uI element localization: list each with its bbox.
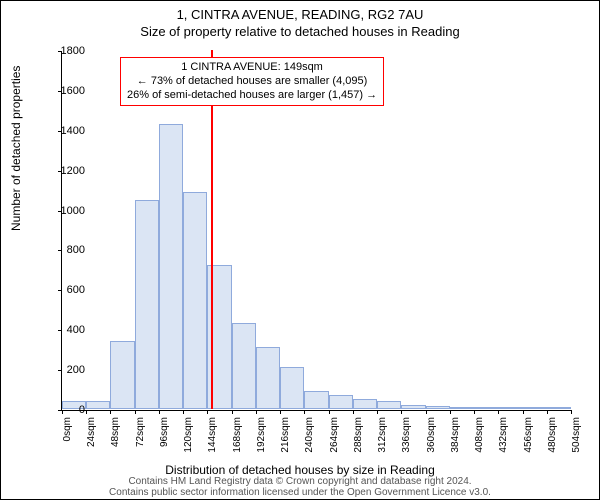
ytick-label: 400 bbox=[45, 324, 85, 336]
histogram-bar bbox=[280, 367, 304, 409]
histogram-bar bbox=[232, 323, 256, 409]
histogram-bar bbox=[450, 407, 474, 409]
xtick-mark bbox=[474, 410, 475, 414]
xtick-label: 192sqm bbox=[256, 417, 267, 453]
ytick-label: 800 bbox=[45, 244, 85, 256]
xtick-label: 336sqm bbox=[401, 417, 412, 453]
annotation-line3: 26% of semi-detached houses are larger (… bbox=[127, 89, 377, 101]
histogram-bar bbox=[426, 406, 450, 409]
xtick-mark bbox=[207, 410, 208, 414]
ytick-label: 1600 bbox=[45, 85, 85, 97]
xtick-label: 216sqm bbox=[280, 417, 291, 453]
page-title-line1: 1, CINTRA AVENUE, READING, RG2 7AU bbox=[1, 1, 599, 22]
xtick-label: 504sqm bbox=[571, 417, 582, 453]
ytick-label: 200 bbox=[45, 364, 85, 376]
xtick-mark bbox=[498, 410, 499, 414]
histogram-bar bbox=[304, 391, 328, 409]
histogram-bar bbox=[523, 407, 547, 409]
x-axis-label: Distribution of detached houses by size … bbox=[1, 463, 599, 477]
xtick-label: 24sqm bbox=[86, 417, 97, 447]
xtick-mark bbox=[110, 410, 111, 414]
xtick-mark bbox=[353, 410, 354, 414]
histogram-bar bbox=[377, 401, 401, 409]
xtick-mark bbox=[304, 410, 305, 414]
histogram-bar bbox=[498, 407, 522, 409]
xtick-mark bbox=[135, 410, 136, 414]
xtick-label: 456sqm bbox=[523, 417, 534, 453]
xtick-label: 480sqm bbox=[547, 417, 558, 453]
xtick-label: 408sqm bbox=[474, 417, 485, 453]
footer-line1: Contains HM Land Registry data © Crown c… bbox=[128, 476, 471, 487]
xtick-label: 0sqm bbox=[62, 417, 73, 441]
xtick-label: 120sqm bbox=[183, 417, 194, 453]
histogram-bar bbox=[329, 395, 353, 409]
xtick-mark bbox=[523, 410, 524, 414]
chart-area: 0sqm24sqm48sqm72sqm96sqm120sqm144sqm168s… bbox=[61, 51, 571, 411]
xtick-label: 264sqm bbox=[329, 417, 340, 453]
histogram-bar bbox=[474, 407, 498, 409]
xtick-mark bbox=[280, 410, 281, 414]
annotation-line1: 1 CINTRA AVENUE: 149sqm bbox=[181, 61, 323, 73]
histogram-bar bbox=[353, 399, 377, 409]
xtick-label: 432sqm bbox=[498, 417, 509, 453]
histogram-bar bbox=[110, 341, 134, 409]
xtick-label: 288sqm bbox=[353, 417, 364, 453]
xtick-mark bbox=[86, 410, 87, 414]
xtick-mark bbox=[232, 410, 233, 414]
histogram-bar bbox=[86, 401, 110, 409]
ytick-label: 1200 bbox=[45, 165, 85, 177]
xtick-label: 72sqm bbox=[135, 417, 146, 447]
xtick-mark bbox=[183, 410, 184, 414]
y-axis-label: Number of detached properties bbox=[9, 66, 23, 231]
xtick-mark bbox=[401, 410, 402, 414]
xtick-label: 312sqm bbox=[377, 417, 388, 453]
xtick-mark bbox=[377, 410, 378, 414]
histogram-bar bbox=[547, 407, 571, 409]
histogram-bar bbox=[401, 405, 425, 409]
annotation-box: 1 CINTRA AVENUE: 149sqm ← 73% of detached… bbox=[120, 57, 384, 106]
xtick-mark bbox=[159, 410, 160, 414]
annotation-line2: ← 73% of detached houses are smaller (4,… bbox=[137, 75, 368, 87]
xtick-label: 384sqm bbox=[450, 417, 461, 453]
ytick-label: 0 bbox=[45, 404, 85, 416]
ytick-label: 1000 bbox=[45, 205, 85, 217]
xtick-mark bbox=[426, 410, 427, 414]
xtick-mark bbox=[571, 410, 572, 414]
xtick-mark bbox=[450, 410, 451, 414]
histogram-bar bbox=[135, 200, 159, 409]
xtick-mark bbox=[256, 410, 257, 414]
plot-region: 0sqm24sqm48sqm72sqm96sqm120sqm144sqm168s… bbox=[61, 51, 571, 411]
chart-container: 1, CINTRA AVENUE, READING, RG2 7AU Size … bbox=[0, 0, 600, 500]
xtick-label: 144sqm bbox=[207, 417, 218, 453]
xtick-label: 48sqm bbox=[110, 417, 121, 447]
footer-attribution: Contains HM Land Registry data © Crown c… bbox=[1, 476, 599, 498]
xtick-label: 96sqm bbox=[159, 417, 170, 447]
xtick-mark bbox=[329, 410, 330, 414]
ytick-label: 1800 bbox=[45, 45, 85, 57]
xtick-label: 168sqm bbox=[232, 417, 243, 453]
xtick-mark bbox=[547, 410, 548, 414]
ytick-label: 1400 bbox=[45, 125, 85, 137]
footer-line2: Contains public sector information licen… bbox=[109, 487, 491, 498]
page-title-line2: Size of property relative to detached ho… bbox=[1, 22, 599, 39]
xtick-label: 240sqm bbox=[304, 417, 315, 453]
xtick-label: 360sqm bbox=[426, 417, 437, 453]
ytick-label: 600 bbox=[45, 284, 85, 296]
histogram-bar bbox=[183, 192, 207, 409]
histogram-bar bbox=[159, 124, 183, 409]
histogram-bar bbox=[256, 347, 280, 409]
